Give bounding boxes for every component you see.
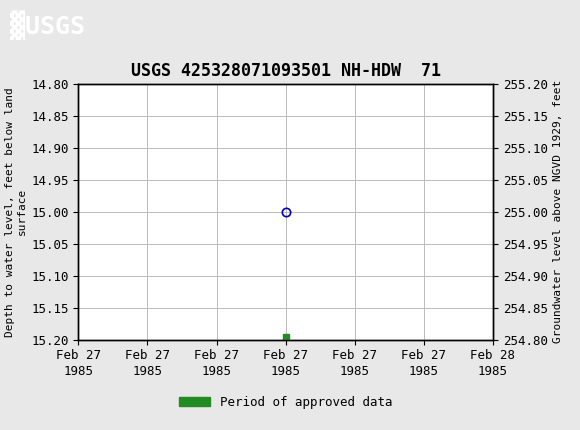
Y-axis label: Groundwater level above NGVD 1929, feet: Groundwater level above NGVD 1929, feet	[553, 80, 563, 344]
Text: ▓USGS: ▓USGS	[10, 10, 85, 40]
Title: USGS 425328071093501 NH-HDW  71: USGS 425328071093501 NH-HDW 71	[130, 61, 441, 80]
Legend: Period of approved data: Period of approved data	[174, 391, 397, 414]
Y-axis label: Depth to water level, feet below land
surface: Depth to water level, feet below land su…	[5, 87, 27, 337]
